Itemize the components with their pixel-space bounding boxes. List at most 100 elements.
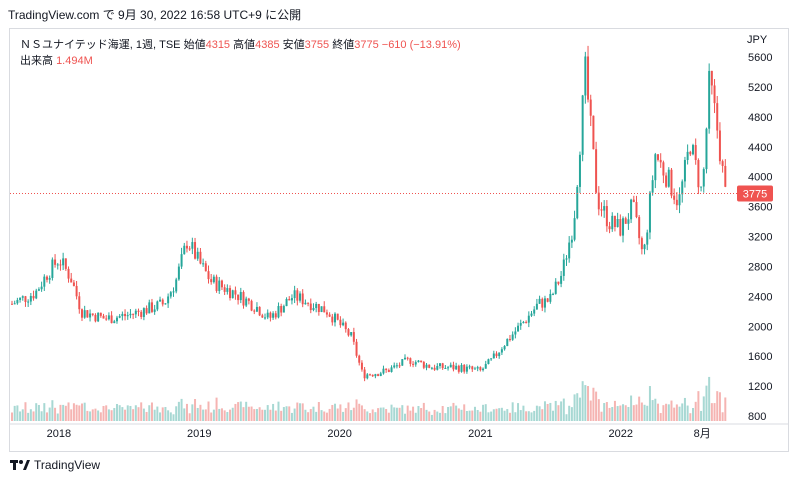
volume-bar <box>342 411 345 421</box>
volume-bar <box>546 403 549 421</box>
volume-bar <box>237 402 240 421</box>
volume-bar <box>180 398 183 421</box>
candle-body <box>312 308 315 311</box>
candle-body <box>231 290 234 299</box>
candle-body <box>360 362 363 370</box>
candle-body <box>379 373 382 376</box>
high-value: 4385 <box>255 39 280 51</box>
candle-body <box>632 199 635 203</box>
candle-body <box>568 242 571 259</box>
y-tick-label: 3600 <box>748 202 772 214</box>
candle-body <box>207 271 210 280</box>
volume-bar <box>479 411 482 421</box>
volume-bar <box>150 402 153 421</box>
volume-bar <box>290 412 293 421</box>
candle-body <box>27 301 30 303</box>
candle-body <box>659 159 662 163</box>
volume-bar <box>229 409 232 421</box>
candle-body <box>549 293 552 302</box>
candle-body <box>473 368 476 370</box>
candle-body <box>35 290 38 299</box>
candle-body <box>498 352 501 357</box>
volume-bar <box>560 401 563 421</box>
candle-body <box>692 145 695 155</box>
volume-bar <box>724 397 727 421</box>
volume-bar <box>231 407 234 421</box>
volume-bar <box>336 408 339 421</box>
candle-body <box>705 128 708 170</box>
candle-body <box>479 367 482 371</box>
volume-bar <box>430 414 433 421</box>
candle-body <box>673 195 676 200</box>
volume-bar <box>99 412 102 421</box>
volume-bar <box>498 408 501 421</box>
volume-bar <box>352 407 355 421</box>
candle-body <box>565 258 568 260</box>
candle-body <box>172 291 175 293</box>
candle-body <box>274 313 277 318</box>
candle-body <box>595 149 598 193</box>
candle-body <box>700 186 703 188</box>
candle-body <box>468 366 471 368</box>
volume-bar <box>159 412 162 421</box>
volume-bar <box>194 399 197 421</box>
candle-body <box>605 206 608 227</box>
volume-bar <box>584 385 587 421</box>
candle-body <box>37 289 40 291</box>
candle-body <box>716 103 719 131</box>
volume-bar <box>624 405 627 421</box>
footer-brand[interactable]: TradingView <box>10 458 100 472</box>
volume-bar <box>37 404 40 421</box>
volume-bar <box>436 411 439 421</box>
volume-bar <box>455 405 458 421</box>
volume-bar <box>721 412 724 421</box>
volume-bar <box>282 407 285 421</box>
volume-bar <box>460 409 463 421</box>
volume-bar <box>323 411 326 421</box>
volume-bar <box>54 407 57 421</box>
volume-bar <box>188 413 191 421</box>
volume-bar <box>613 400 616 421</box>
y-tick-label: 5600 <box>748 52 772 64</box>
volume-bar <box>67 402 70 421</box>
volume-bar <box>247 406 250 421</box>
candle-body <box>177 266 180 280</box>
close-value: 3775 <box>354 39 379 51</box>
candle-body <box>654 154 657 181</box>
volume-bar <box>293 408 296 421</box>
candle-body <box>129 313 132 316</box>
volume-bar <box>401 405 404 421</box>
volume-bar <box>196 407 199 421</box>
candle-body <box>75 285 78 297</box>
volume-bar <box>239 401 242 421</box>
candle-body <box>409 358 412 364</box>
volume-bar <box>581 381 584 421</box>
candle-body <box>307 302 310 304</box>
volume-bar <box>718 392 721 421</box>
volume-bar <box>35 403 38 421</box>
candle-body <box>78 296 81 310</box>
volume-bar <box>132 409 135 421</box>
candle-body <box>21 296 24 298</box>
candle-body <box>121 313 124 317</box>
candle-body <box>369 374 371 376</box>
volume-bar <box>59 404 62 421</box>
volume-bar <box>80 403 83 421</box>
volume-value: 1.494M <box>56 55 93 67</box>
volume-bar <box>605 402 608 421</box>
volume-bar <box>616 406 619 421</box>
volume-bar <box>43 403 46 421</box>
volume-bar <box>587 386 590 421</box>
volume-bar <box>533 410 536 421</box>
candle-body <box>662 162 665 176</box>
ohlc-legend: ＮＳユナイテッド海運, 1週, TSE 始値4315 高値4385 安値3755… <box>20 36 461 52</box>
candle-body <box>247 298 250 301</box>
candle-body <box>336 313 339 320</box>
candle-body <box>118 316 121 318</box>
volume-bar <box>218 408 221 421</box>
candle-body <box>140 311 143 317</box>
candle-body <box>269 312 272 318</box>
volume-bar <box>75 404 78 421</box>
volume-bar <box>344 408 347 421</box>
